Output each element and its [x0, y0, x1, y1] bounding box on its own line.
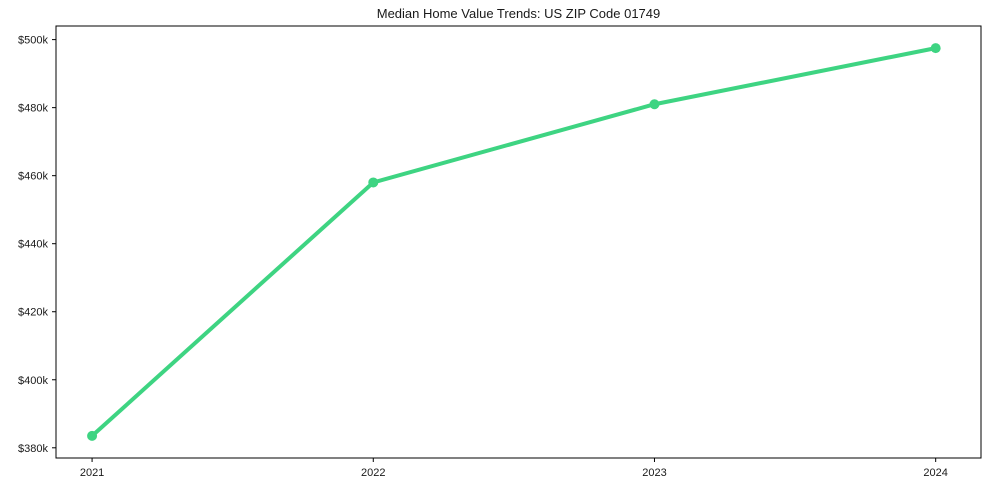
- data-point-2023: [649, 99, 660, 110]
- data-point-2024: [930, 43, 941, 54]
- data-point-2021: [87, 430, 98, 441]
- y-axis-tick-label: $440k: [18, 239, 48, 251]
- trend-line: [90, 46, 938, 438]
- x-axis-tick-label: 2022: [361, 467, 385, 479]
- x-axis-tick-label: 2023: [642, 467, 666, 479]
- x-axis-tick-label: 2024: [923, 467, 947, 479]
- y-axis-tick-label: $480k: [18, 103, 48, 115]
- y-axis-tick-label: $400k: [18, 375, 48, 387]
- y-axis-tick-label: $500k: [18, 35, 48, 47]
- chart-title: Median Home Value Trends: US ZIP Code 01…: [376, 6, 661, 21]
- x-axis-tick-label: 2021: [80, 467, 104, 479]
- y-axis-tick-label: $420k: [18, 307, 48, 319]
- plot-frame: [55, 25, 982, 459]
- y-axis-tick-label: $460k: [18, 171, 48, 183]
- data-point-2022: [368, 177, 379, 188]
- y-axis-tick-label: $380k: [18, 443, 48, 455]
